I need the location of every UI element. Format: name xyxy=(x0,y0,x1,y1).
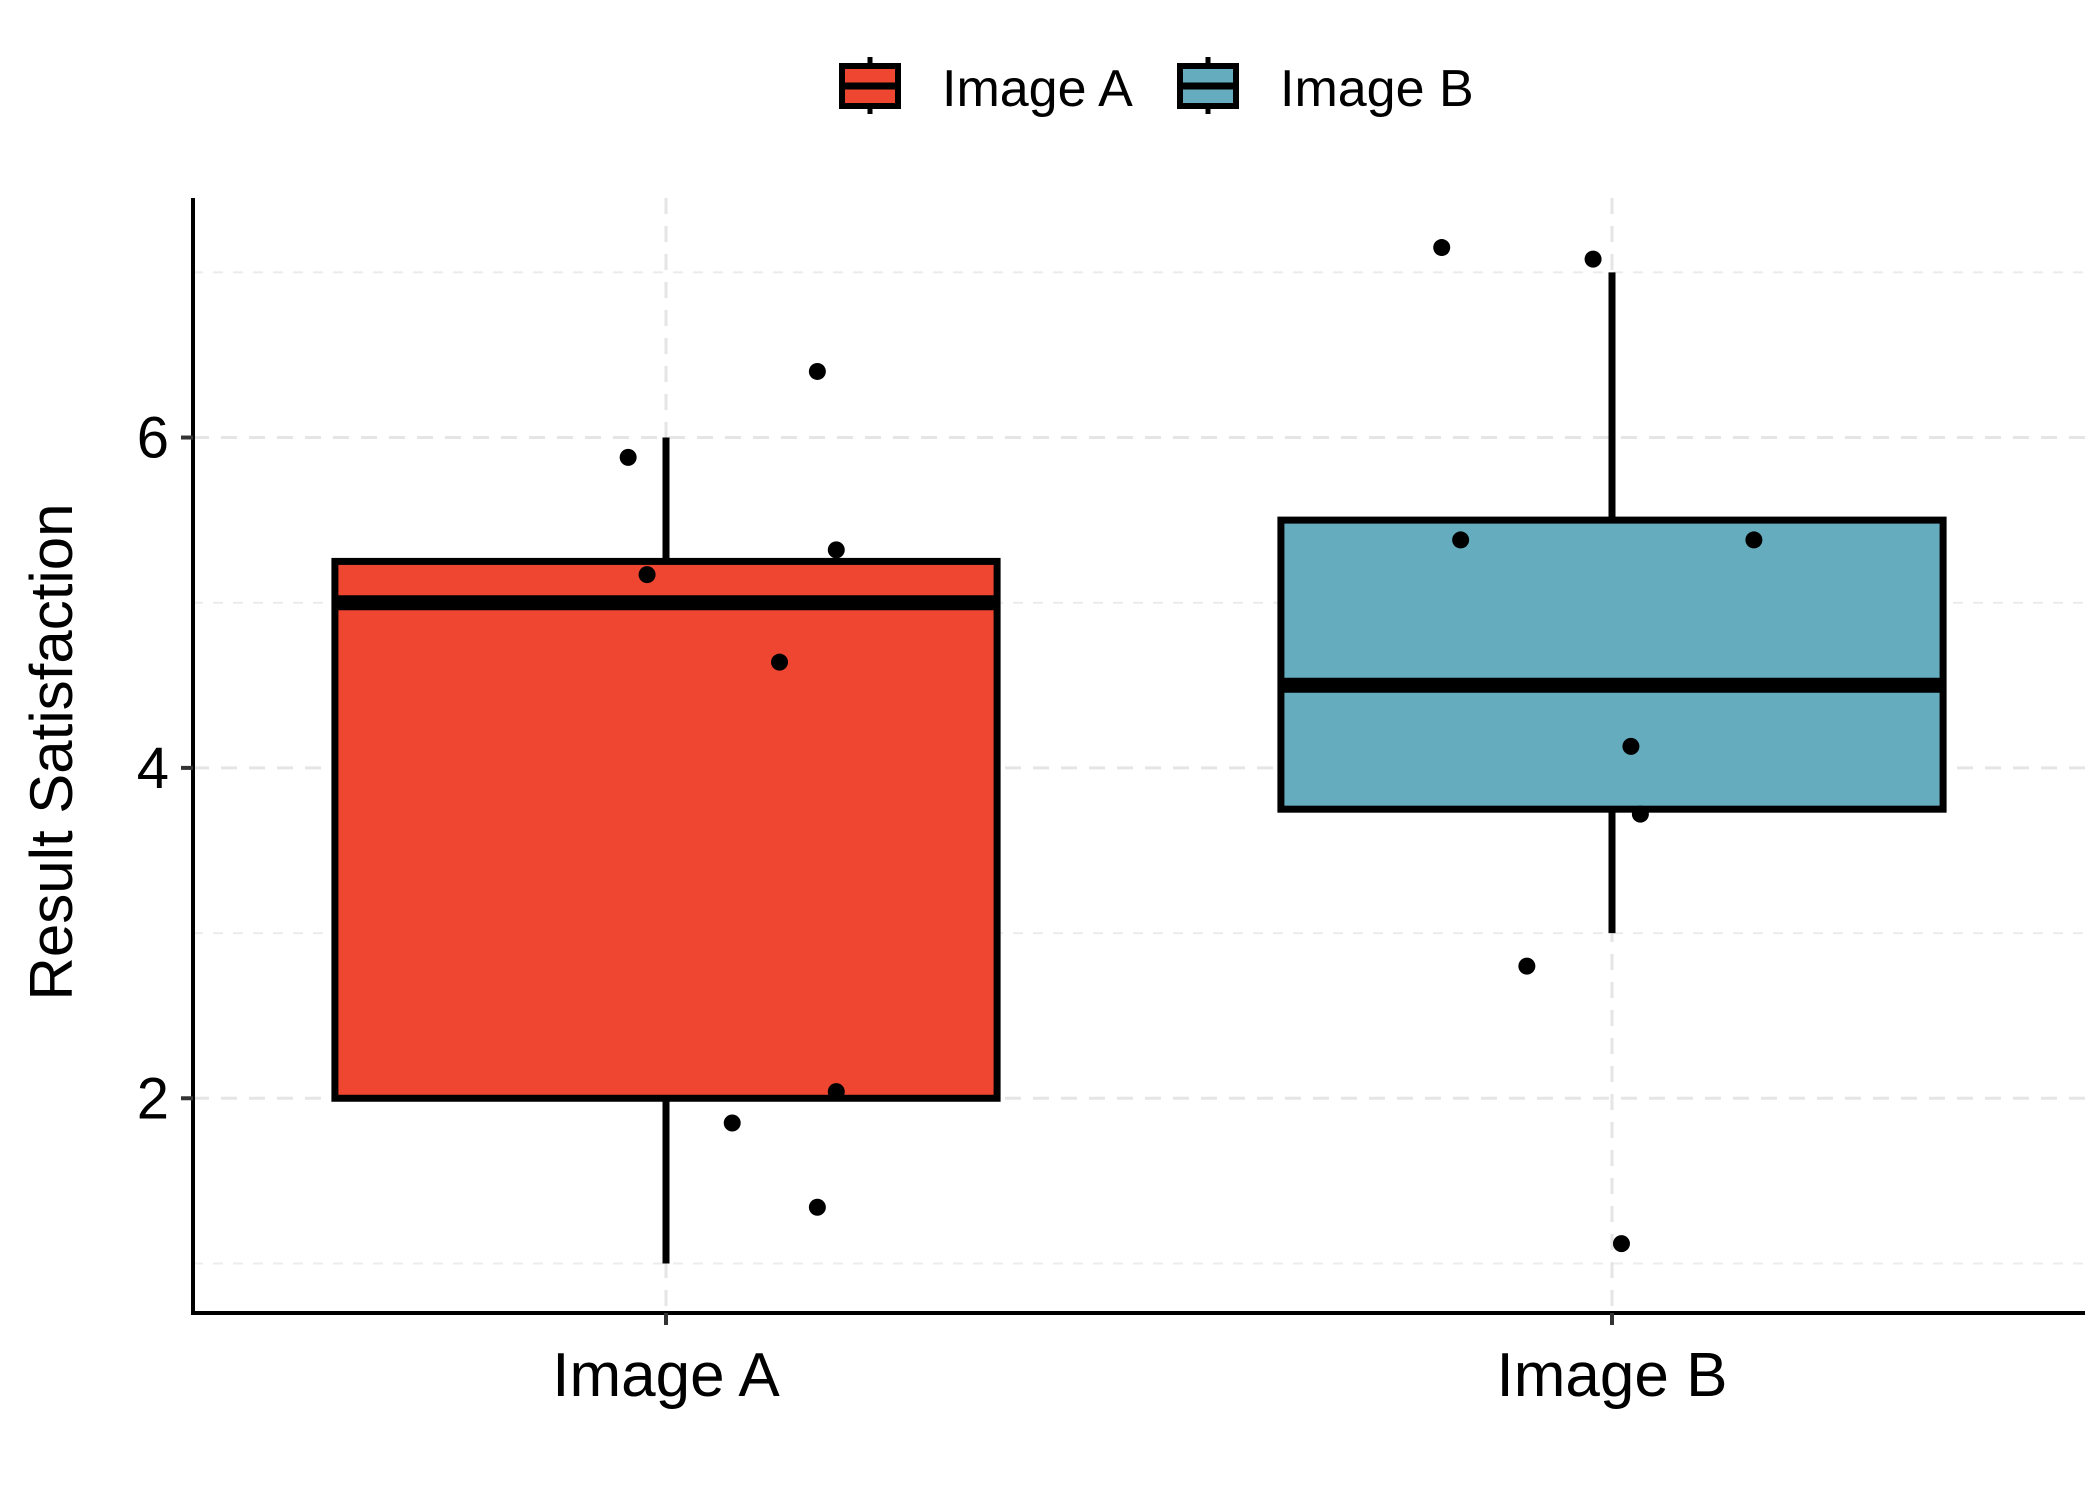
y-tick-label: 6 xyxy=(137,406,169,471)
data-point xyxy=(619,448,637,466)
x-tick-label: Image B xyxy=(1497,1341,1728,1410)
box-body xyxy=(1277,516,1947,813)
box-image-a xyxy=(331,437,1001,1264)
axes xyxy=(181,198,2085,1325)
data-point xyxy=(1745,531,1763,549)
legend-label: Image B xyxy=(1280,60,1474,118)
data-points xyxy=(619,239,1763,1253)
data-point xyxy=(808,362,826,380)
legend: Image A Image B xyxy=(839,57,1474,118)
data-point xyxy=(1452,531,1470,549)
data-point xyxy=(1518,957,1536,975)
legend-item-image-a: Image A xyxy=(839,57,1133,118)
data-point xyxy=(1622,737,1640,755)
tick-labels: 2 4 6 Image A Image B xyxy=(137,406,1728,1410)
legend-item-image-b: Image B xyxy=(1177,57,1474,118)
data-point xyxy=(723,1114,741,1132)
boxes xyxy=(331,272,1947,1264)
y-axis-title: Result Satisfaction xyxy=(18,504,85,1001)
data-point xyxy=(827,1083,845,1101)
data-point xyxy=(771,653,789,671)
y-tick-label: 2 xyxy=(137,1066,169,1131)
legend-label: Image A xyxy=(942,60,1133,118)
data-point xyxy=(638,566,656,584)
y-tick-label: 4 xyxy=(137,736,169,801)
data-point xyxy=(827,541,845,559)
data-point xyxy=(1433,239,1451,257)
x-tick-label: Image A xyxy=(552,1341,780,1410)
box-body xyxy=(331,557,1001,1102)
data-point xyxy=(1584,250,1602,268)
data-point xyxy=(1612,1235,1630,1253)
box-image-b xyxy=(1277,272,1947,934)
data-point xyxy=(1631,805,1649,823)
data-point xyxy=(808,1198,826,1216)
